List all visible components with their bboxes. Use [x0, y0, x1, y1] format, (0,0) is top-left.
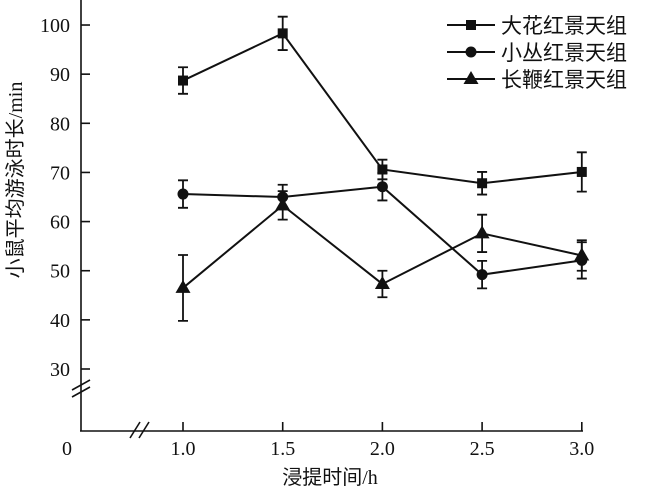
triangle-marker — [574, 247, 590, 261]
series-square — [178, 15, 587, 196]
y-tick-label: 90 — [50, 64, 70, 86]
x-tick-label: 2.5 — [470, 438, 495, 460]
x-tick-label: 3.0 — [569, 438, 594, 460]
y-tick-label: 30 — [50, 359, 70, 381]
square-marker — [466, 20, 476, 30]
legend-label: 小丛红景天组 — [501, 41, 627, 65]
y-axis-break-mark — [71, 386, 91, 398]
square-marker — [178, 75, 188, 86]
circle-marker — [177, 188, 189, 200]
circle-marker — [465, 46, 477, 58]
x-axis-break-mark — [138, 421, 150, 439]
square-marker — [277, 28, 288, 39]
triangle-marker — [474, 225, 490, 239]
y-tick-label: 80 — [50, 113, 70, 135]
legend-label: 长鞭红景天组 — [501, 68, 627, 92]
series-triangle — [175, 190, 590, 322]
x-tick-label: 1.5 — [270, 438, 295, 460]
x-tick-label: 1.0 — [171, 438, 196, 460]
y-tick-label: 100 — [40, 15, 70, 37]
circle-marker — [376, 181, 388, 193]
legend-label: 大花红景天组 — [501, 14, 627, 38]
square-marker — [377, 164, 388, 175]
y-axis-label: 小鼠平均游泳时长/min — [4, 82, 27, 279]
triangle-marker — [374, 275, 390, 289]
circle-marker — [476, 269, 488, 281]
triangle-marker — [275, 197, 291, 211]
y-axis-break-mark — [71, 379, 91, 391]
triangle-marker — [463, 71, 479, 84]
x-tick-label: 0 — [62, 438, 72, 460]
x-axis-label: 浸提时间/h — [282, 466, 378, 489]
x-axis-break-mark — [129, 421, 141, 439]
triangle-marker — [175, 279, 191, 293]
y-tick-label: 70 — [50, 162, 70, 184]
square-marker — [576, 166, 587, 177]
series-circle — [177, 172, 588, 290]
y-tick-label: 50 — [50, 261, 70, 283]
y-tick-label: 60 — [50, 212, 70, 234]
x-tick-label: 2.0 — [370, 438, 395, 460]
y-tick-label: 40 — [50, 310, 70, 332]
square-marker — [477, 178, 488, 189]
